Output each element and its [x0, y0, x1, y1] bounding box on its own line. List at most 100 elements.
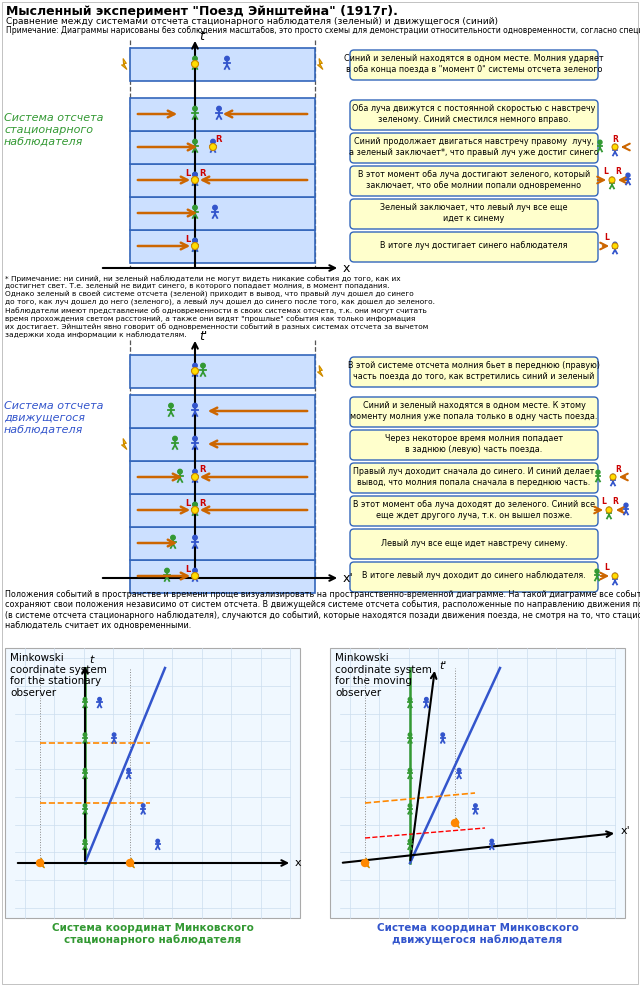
- FancyBboxPatch shape: [350, 199, 598, 229]
- FancyBboxPatch shape: [350, 166, 598, 196]
- Circle shape: [83, 768, 87, 772]
- Circle shape: [607, 507, 611, 511]
- Circle shape: [193, 535, 197, 540]
- Circle shape: [362, 860, 369, 867]
- Bar: [130, 48, 315, 81]
- Text: x': x': [621, 826, 631, 836]
- Circle shape: [127, 860, 134, 867]
- Text: Оба луча движутся с постоянной скоростью с навстречу
зеленому. Синий сместился н: Оба луча движутся с постоянной скоростью…: [352, 105, 596, 123]
- Circle shape: [408, 839, 412, 843]
- Text: t: t: [89, 655, 93, 665]
- Text: t': t': [199, 329, 207, 342]
- Circle shape: [211, 139, 215, 144]
- Text: * Примечание: ни синий, ни зеленый наблюдатели не могут видеть никакие события д: * Примечание: ни синий, ни зеленый наблю…: [5, 275, 435, 337]
- Text: Система координат Минковского
движущегося наблюдателя: Система координат Минковского движущегос…: [376, 923, 579, 946]
- Circle shape: [441, 733, 444, 737]
- Text: L: L: [605, 234, 609, 243]
- Text: Мысленный эксперимент "Поезд Эйнштейна" (1917г).: Мысленный эксперимент "Поезд Эйнштейна" …: [6, 5, 398, 18]
- FancyBboxPatch shape: [350, 232, 598, 262]
- FancyBboxPatch shape: [350, 357, 598, 387]
- Circle shape: [193, 403, 197, 408]
- Bar: [130, 560, 315, 593]
- Bar: [130, 197, 315, 230]
- Text: Minkowski
coordinate system
for the stationary
observer: Minkowski coordinate system for the stat…: [10, 653, 107, 698]
- Circle shape: [156, 839, 159, 843]
- Circle shape: [193, 139, 197, 144]
- FancyBboxPatch shape: [350, 100, 598, 130]
- Circle shape: [193, 239, 197, 243]
- Circle shape: [613, 573, 617, 577]
- Text: Сравнение между системами отсчета стационарного наблюдателя (зеленый) и движущег: Сравнение между системами отсчета стацио…: [6, 17, 498, 26]
- Circle shape: [193, 502, 197, 507]
- Text: Minkowski
coordinate system
for the moving
observer: Minkowski coordinate system for the movi…: [335, 653, 432, 698]
- Circle shape: [171, 535, 175, 540]
- Circle shape: [209, 144, 216, 151]
- Circle shape: [424, 697, 428, 701]
- Bar: [130, 355, 315, 388]
- Bar: [130, 230, 315, 263]
- Bar: [130, 395, 315, 428]
- Text: t: t: [199, 30, 204, 42]
- Polygon shape: [122, 58, 127, 69]
- Circle shape: [596, 470, 600, 474]
- Text: Правый луч доходит сначала до синего. И синий делает
вывод, что молния попала сн: Правый луч доходит сначала до синего. И …: [353, 467, 595, 487]
- Polygon shape: [122, 439, 127, 450]
- Circle shape: [191, 176, 198, 183]
- Text: L: L: [602, 498, 607, 507]
- Circle shape: [98, 697, 101, 701]
- Text: L: L: [604, 168, 609, 176]
- Circle shape: [113, 733, 116, 737]
- Circle shape: [201, 364, 205, 368]
- Text: В итоге луч достигает синего наблюдателя: В итоге луч достигает синего наблюдателя: [380, 242, 568, 250]
- Circle shape: [193, 56, 197, 61]
- Circle shape: [178, 469, 182, 474]
- Text: x: x: [343, 261, 350, 274]
- Text: Система отсчета
движущегося
наблюдателя: Система отсчета движущегося наблюдателя: [4, 401, 104, 435]
- Circle shape: [193, 173, 197, 176]
- Circle shape: [193, 568, 197, 573]
- Circle shape: [191, 507, 198, 514]
- Text: R: R: [612, 498, 618, 507]
- Circle shape: [490, 839, 493, 843]
- Circle shape: [613, 243, 617, 246]
- Circle shape: [193, 239, 197, 243]
- Text: Левый луч все еще идет навстречу синему.: Левый луч все еще идет навстречу синему.: [381, 538, 567, 547]
- Circle shape: [474, 804, 477, 808]
- Circle shape: [408, 804, 412, 808]
- Circle shape: [610, 474, 616, 480]
- Circle shape: [598, 140, 602, 144]
- Circle shape: [225, 56, 229, 61]
- Circle shape: [451, 819, 458, 826]
- FancyBboxPatch shape: [350, 562, 598, 592]
- Text: R: R: [199, 169, 205, 177]
- Text: Положения событий в пространстве и времени проще визуализировать на пространстве: Положения событий в пространстве и време…: [5, 590, 640, 630]
- Text: R: R: [615, 464, 621, 473]
- Text: R: R: [215, 135, 221, 145]
- Circle shape: [191, 473, 198, 480]
- Text: t': t': [439, 661, 446, 671]
- Circle shape: [606, 507, 612, 513]
- Circle shape: [408, 768, 412, 772]
- Text: Синий продолжает двигаться навстречу правому  лучу,
а зеленый заключает*, что пр: Синий продолжает двигаться навстречу пра…: [349, 137, 599, 157]
- FancyBboxPatch shape: [350, 496, 598, 526]
- Circle shape: [611, 474, 615, 478]
- Circle shape: [613, 144, 617, 148]
- Text: R: R: [612, 134, 618, 144]
- Text: L: L: [605, 564, 609, 573]
- Circle shape: [83, 839, 87, 843]
- Circle shape: [212, 205, 217, 210]
- Circle shape: [191, 573, 198, 580]
- Bar: [130, 98, 315, 131]
- Circle shape: [173, 437, 177, 441]
- Circle shape: [626, 174, 630, 177]
- FancyBboxPatch shape: [350, 463, 598, 493]
- Circle shape: [595, 569, 599, 573]
- Bar: [5, 648, 300, 918]
- Circle shape: [609, 177, 615, 183]
- Polygon shape: [317, 58, 323, 69]
- Bar: [130, 494, 315, 527]
- Text: L: L: [186, 235, 191, 244]
- Circle shape: [193, 364, 197, 368]
- Circle shape: [458, 768, 461, 772]
- Circle shape: [191, 60, 198, 67]
